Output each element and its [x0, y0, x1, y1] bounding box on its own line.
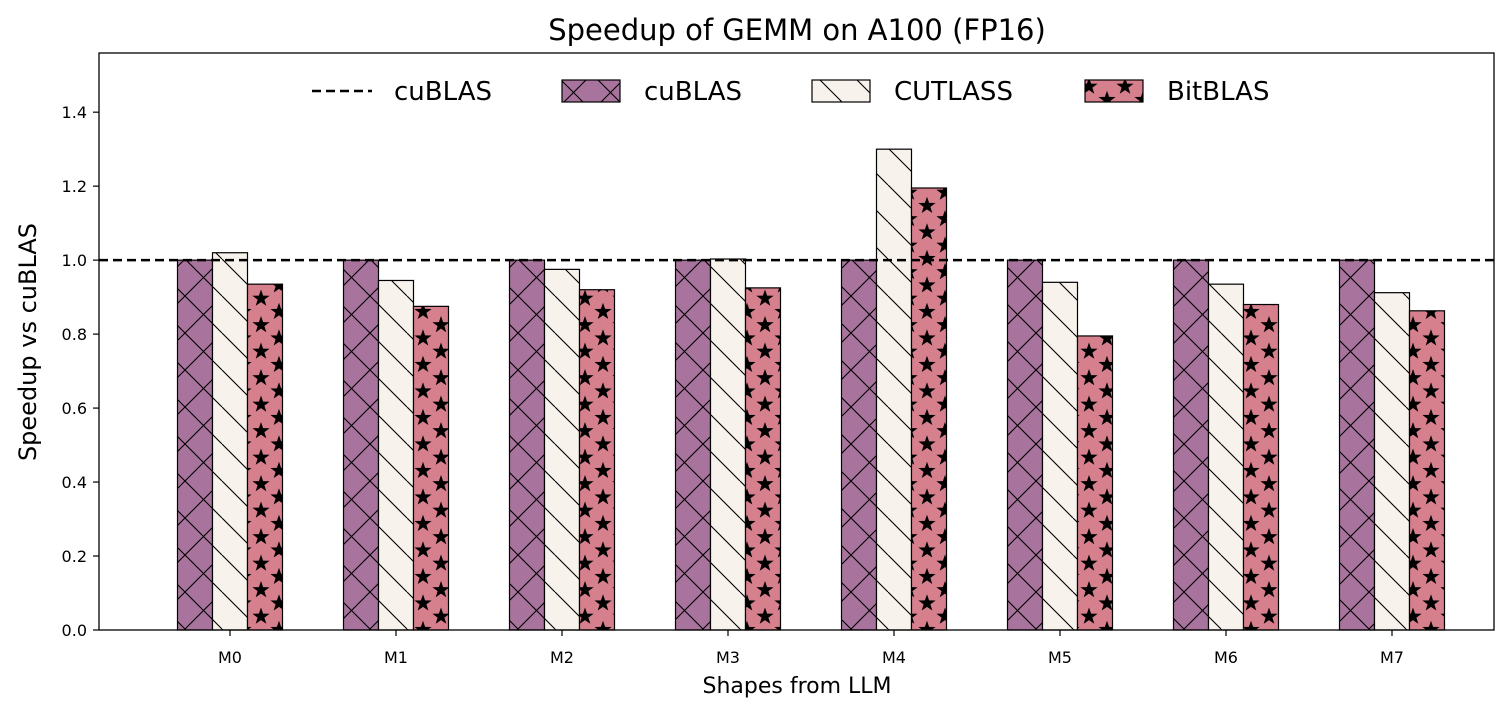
x-tick-label: M7 — [1380, 648, 1404, 667]
y-tick-label: 0.6 — [62, 399, 87, 418]
bar-cutlass-m5 — [1041, 281, 1079, 631]
svg-text:cuBLAS: cuBLAS — [644, 77, 742, 107]
bar-bitblas-m6 — [1242, 303, 1280, 631]
legend-item-cublas: cuBLAS — [561, 77, 742, 107]
bar-cublas-m3 — [674, 259, 712, 631]
bar-cublas-m2 — [508, 259, 546, 631]
bar-cutlass-m1 — [377, 279, 415, 631]
y-tick-label: 1.0 — [62, 251, 87, 270]
bar-bitblas-m2 — [578, 289, 616, 631]
bar-bitblas-m5 — [1076, 335, 1114, 631]
y-tick-label: 0.8 — [62, 325, 87, 344]
bars-layer — [176, 148, 1446, 631]
bar-bitblas-m3 — [744, 287, 782, 631]
bar-cutlass-m7 — [1373, 292, 1411, 631]
legend-item-bitblas: BitBLAS — [1084, 77, 1269, 107]
svg-text:CUTLASS: CUTLASS — [894, 77, 1013, 107]
y-tick-label: 1.2 — [62, 177, 87, 196]
x-axis-title: Shapes from LLM — [702, 674, 891, 699]
x-tick-label: M2 — [550, 648, 574, 667]
x-axis: M0 M1 M2 M3 M4 M5 M6 M7 — [218, 630, 1404, 667]
bar-cutlass-m0 — [211, 252, 249, 631]
legend-item-cutlass: CUTLASS — [811, 77, 1013, 107]
bar-cutlass-m2 — [543, 268, 581, 631]
bar-cublas-m0 — [176, 259, 214, 631]
legend-item-baseline: cuBLAS — [312, 77, 492, 107]
legend: cuBLAS cuBLAS CUTLASS BitBLAS — [312, 77, 1269, 107]
svg-text:cuBLAS: cuBLAS — [394, 77, 492, 107]
y-tick-label: 0.4 — [62, 473, 87, 492]
y-axis-title: Speedup vs cuBLAS — [14, 223, 42, 461]
svg-text:BitBLAS: BitBLAS — [1167, 77, 1269, 107]
x-tick-label: M1 — [384, 648, 408, 667]
bar-cublas-m1 — [342, 259, 380, 631]
chart-title: Speedup of GEMM on A100 (FP16) — [548, 13, 1046, 47]
y-axis: 0.0 0.2 0.4 0.6 0.8 1.0 1.2 1.4 — [62, 103, 99, 640]
bar-cublas-m6 — [1172, 259, 1210, 631]
bar-bitblas-m1 — [412, 305, 450, 631]
bar-bitblas-m4 — [910, 187, 948, 631]
x-tick-label: M5 — [1048, 648, 1072, 667]
x-tick-label: M6 — [1214, 648, 1238, 667]
bar-cublas-m7 — [1338, 259, 1376, 631]
bar-cublas-m4 — [840, 259, 878, 631]
x-tick-label: M4 — [882, 648, 906, 667]
y-tick-label: 1.4 — [62, 103, 87, 122]
bar-cutlass-m6 — [1207, 283, 1245, 631]
x-tick-label: M3 — [716, 648, 740, 667]
plot-frame — [98, 52, 1495, 631]
y-tick-label: 0.0 — [62, 621, 87, 640]
x-tick-label: M0 — [218, 648, 242, 667]
bar-cublas-m5 — [1006, 259, 1044, 631]
bar-bitblas-m0 — [246, 283, 284, 631]
y-tick-label: 0.2 — [62, 547, 87, 566]
bar-bitblas-m7 — [1408, 310, 1446, 631]
bar-cutlass-m3 — [709, 258, 747, 631]
bar-cutlass-m4 — [875, 148, 913, 631]
